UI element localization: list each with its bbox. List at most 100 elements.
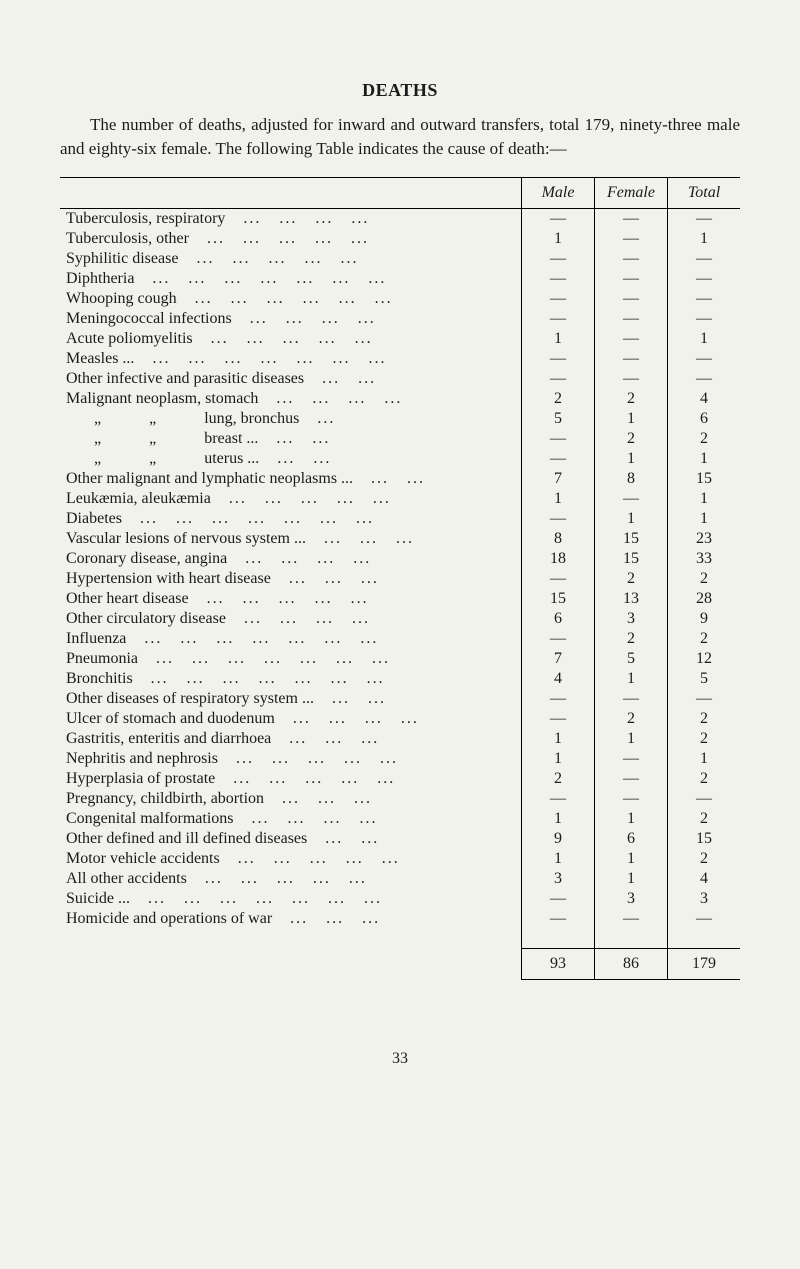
row-label: Nephritis and nephrosis ... ... ... ... …: [60, 749, 522, 769]
cell-female: —: [595, 689, 668, 709]
cell-total: 1: [668, 489, 741, 509]
row-label: Other heart disease ... ... ... ... ...: [60, 589, 522, 609]
row-label: Hyperplasia of prostate ... ... ... ... …: [60, 769, 522, 789]
row-label: Other circulatory disease ... ... ... ..…: [60, 609, 522, 629]
cell-male: —: [522, 569, 595, 589]
total-female: 86: [595, 949, 668, 980]
row-label: Diphtheria ... ... ... ... ... ... ...: [60, 269, 522, 289]
table-row: „ „ breast ... ... ...—22: [60, 429, 740, 449]
cell-female: —: [595, 289, 668, 309]
cell-male: 15: [522, 589, 595, 609]
table-row: Other circulatory disease ... ... ... ..…: [60, 609, 740, 629]
cell-female: —: [595, 309, 668, 329]
row-label: Measles ... ... ... ... ... ... ... ...: [60, 349, 522, 369]
row-label: Meningococcal infections ... ... ... ...: [60, 309, 522, 329]
table-row: Nephritis and nephrosis ... ... ... ... …: [60, 749, 740, 769]
table-row: Gastritis, enteritis and diarrhoea ... .…: [60, 729, 740, 749]
table-row: Measles ... ... ... ... ... ... ... ...—…: [60, 349, 740, 369]
cell-female: 3: [595, 609, 668, 629]
cell-total: 5: [668, 669, 741, 689]
cell-male: —: [522, 429, 595, 449]
cell-total: 2: [668, 709, 741, 729]
cell-female: 1: [595, 409, 668, 429]
row-label: Gastritis, enteritis and diarrhoea ... .…: [60, 729, 522, 749]
cell-male: 4: [522, 669, 595, 689]
cell-female: —: [595, 909, 668, 929]
table-row: Bronchitis ... ... ... ... ... ... ...41…: [60, 669, 740, 689]
cell-total: 4: [668, 869, 741, 889]
cell-male: —: [522, 709, 595, 729]
cell-total: —: [668, 369, 741, 389]
table-row: „ „ lung, bronchus ...516: [60, 409, 740, 429]
table-row: Coronary disease, angina ... ... ... ...…: [60, 549, 740, 569]
total-total: 179: [668, 949, 741, 980]
cell-total: 2: [668, 429, 741, 449]
cell-total: 2: [668, 629, 741, 649]
cell-total: 1: [668, 449, 741, 469]
col-header-cause: [60, 177, 522, 208]
table-header-row: Male Female Total: [60, 177, 740, 208]
cell-total: —: [668, 208, 741, 229]
table-row: Congenital malformations ... ... ... ...…: [60, 809, 740, 829]
cell-total: 15: [668, 469, 741, 489]
cell-female: —: [595, 789, 668, 809]
cell-total: 2: [668, 729, 741, 749]
cell-male: —: [522, 689, 595, 709]
table-row: Tuberculosis, other ... ... ... ... ...1…: [60, 229, 740, 249]
col-header-female: Female: [595, 177, 668, 208]
cell-male: 1: [522, 849, 595, 869]
cell-male: 1: [522, 809, 595, 829]
row-label: „ „ lung, bronchus ...: [60, 409, 522, 429]
deaths-table: Male Female Total Tuberculosis, respirat…: [60, 177, 740, 981]
row-label: Leukæmia, aleukæmia ... ... ... ... ...: [60, 489, 522, 509]
table-row: Pneumonia ... ... ... ... ... ... ...751…: [60, 649, 740, 669]
cell-male: 1: [522, 229, 595, 249]
cell-male: 2: [522, 769, 595, 789]
row-label: Tuberculosis, respiratory ... ... ... ..…: [60, 208, 522, 229]
row-label: Tuberculosis, other ... ... ... ... ...: [60, 229, 522, 249]
cell-female: 1: [595, 729, 668, 749]
cell-female: —: [595, 229, 668, 249]
cell-female: 2: [595, 709, 668, 729]
row-label: All other accidents ... ... ... ... ...: [60, 869, 522, 889]
row-label: „ „ breast ... ... ...: [60, 429, 522, 449]
row-label: Syphilitic disease ... ... ... ... ...: [60, 249, 522, 269]
cell-female: —: [595, 249, 668, 269]
table-row: Hypertension with heart disease ... ... …: [60, 569, 740, 589]
table-row: Meningococcal infections ... ... ... ...…: [60, 309, 740, 329]
cell-male: 1: [522, 749, 595, 769]
row-label: Whooping cough ... ... ... ... ... ...: [60, 289, 522, 309]
cell-female: 15: [595, 529, 668, 549]
row-label: Suicide ... ... ... ... ... ... ... ...: [60, 889, 522, 909]
total-label: [60, 949, 522, 980]
table-row: Diabetes ... ... ... ... ... ... ...—11: [60, 509, 740, 529]
row-label: Other malignant and lymphatic neoplasms …: [60, 469, 522, 489]
table-row: Hyperplasia of prostate ... ... ... ... …: [60, 769, 740, 789]
table-body: Tuberculosis, respiratory ... ... ... ..…: [60, 208, 740, 980]
row-label: Pneumonia ... ... ... ... ... ... ...: [60, 649, 522, 669]
cell-female: 5: [595, 649, 668, 669]
cell-total: —: [668, 269, 741, 289]
row-label: „ „ uterus ... ... ...: [60, 449, 522, 469]
cell-male: 9: [522, 829, 595, 849]
table-row: Leukæmia, aleukæmia ... ... ... ... ... 1…: [60, 489, 740, 509]
cell-total: 4: [668, 389, 741, 409]
row-label: Acute poliomyelitis ... ... ... ... ...: [60, 329, 522, 349]
cell-female: 6: [595, 829, 668, 849]
cell-male: 1: [522, 729, 595, 749]
cell-total: 23: [668, 529, 741, 549]
cell-female: 2: [595, 569, 668, 589]
cell-female: 1: [595, 869, 668, 889]
cell-male: 8: [522, 529, 595, 549]
cell-male: —: [522, 369, 595, 389]
cell-total: 28: [668, 589, 741, 609]
intro-text: The number of deaths, adjusted for inwar…: [60, 113, 740, 161]
cell-total: 9: [668, 609, 741, 629]
cell-female: 1: [595, 849, 668, 869]
cell-total: 2: [668, 569, 741, 589]
table-row: Pregnancy, childbirth, abortion ... ... …: [60, 789, 740, 809]
cell-male: —: [522, 629, 595, 649]
cell-total: 6: [668, 409, 741, 429]
cell-total: 2: [668, 849, 741, 869]
cell-male: —: [522, 289, 595, 309]
